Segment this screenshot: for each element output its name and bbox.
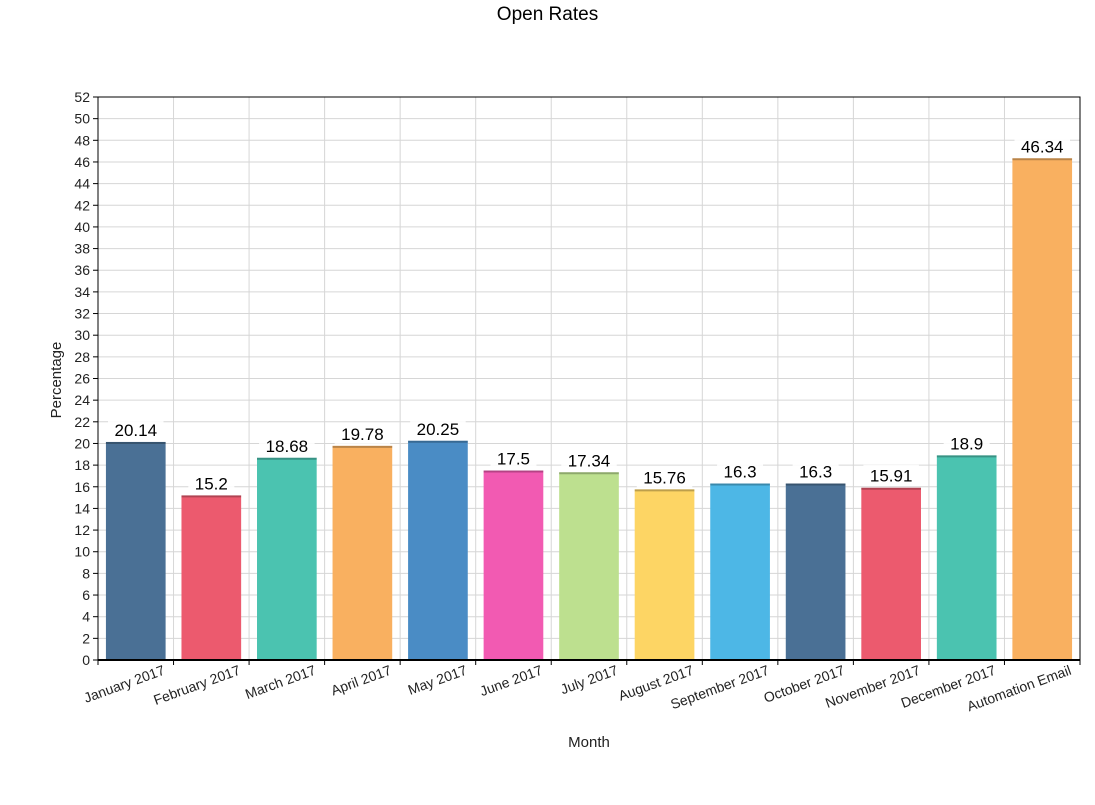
y-tick-label: 42 xyxy=(74,197,90,213)
bar xyxy=(332,445,393,660)
y-tick-label: 12 xyxy=(74,522,90,538)
y-tick-label: 10 xyxy=(74,544,90,560)
data-label-bg xyxy=(636,466,693,488)
chart-title: Open Rates xyxy=(496,4,599,25)
x-tick-label: May 2017 xyxy=(406,662,469,698)
x-tick-label: February 2017 xyxy=(151,662,242,708)
bar xyxy=(257,457,317,660)
bar xyxy=(483,470,544,660)
data-labels: 20.14 15.2 18.68 19.78 20.25 17.5 17.34 15.76 16… xyxy=(108,135,1070,494)
y-tick-label: 28 xyxy=(74,349,90,365)
y-tick-label: 14 xyxy=(74,500,90,516)
bar xyxy=(408,440,468,660)
data-label-bg xyxy=(863,464,919,486)
x-tick-label: July 2017 xyxy=(558,662,620,698)
x-tick-label: April 2017 xyxy=(329,662,394,699)
data-label: 15.91 xyxy=(870,467,913,486)
data-label-bg xyxy=(1014,135,1070,157)
y-tick-label: 0 xyxy=(82,652,90,668)
y-tick-label: 48 xyxy=(74,132,90,148)
bar xyxy=(785,483,846,660)
data-label: 20.14 xyxy=(114,421,157,440)
y-tick-label: 40 xyxy=(74,219,90,235)
y-tick-labels: 0246810121416182022242628303234363840424… xyxy=(74,89,90,668)
y-tick-label: 38 xyxy=(74,241,90,257)
axes xyxy=(93,96,1081,665)
data-label-bg xyxy=(188,472,235,494)
y-tick-label: 36 xyxy=(74,262,90,278)
y-tick-label: 18 xyxy=(74,457,90,473)
y-tick-label: 26 xyxy=(74,371,90,387)
y-tick-label: 30 xyxy=(74,327,90,343)
y-tick-label: 8 xyxy=(82,565,90,581)
data-label-bg xyxy=(561,449,617,471)
data-label: 18.68 xyxy=(266,437,309,456)
y-tick-label: 32 xyxy=(74,306,90,322)
data-label: 18.9 xyxy=(950,434,983,453)
y-tick-label: 4 xyxy=(82,609,90,625)
data-label: 15.2 xyxy=(195,474,228,493)
data-label: 15.76 xyxy=(643,468,686,487)
bar xyxy=(105,441,166,660)
data-label: 16.3 xyxy=(799,463,832,482)
y-tick-label: 20 xyxy=(74,435,90,451)
bar xyxy=(634,489,695,660)
bar xyxy=(1012,158,1073,660)
data-label: 20.25 xyxy=(417,420,460,439)
bar xyxy=(710,483,770,660)
y-axis-title: Percentage xyxy=(48,342,65,419)
y-tick-label: 22 xyxy=(74,414,90,430)
x-tick-label: March 2017 xyxy=(243,662,318,702)
data-label: 19.78 xyxy=(341,425,384,444)
data-label-bg xyxy=(792,460,839,482)
x-tick-label: June 2017 xyxy=(478,662,545,699)
data-label-bg xyxy=(259,434,315,456)
data-label: 17.34 xyxy=(568,451,611,470)
bar xyxy=(181,495,242,660)
bar xyxy=(936,455,997,660)
data-label-bg xyxy=(717,460,764,482)
data-label-bg xyxy=(490,447,537,469)
y-tick-label: 6 xyxy=(82,587,90,603)
bar xyxy=(559,472,619,660)
data-label-bg xyxy=(410,417,466,439)
y-tick-label: 16 xyxy=(74,479,90,495)
data-label-bg xyxy=(943,432,990,454)
y-tick-label: 52 xyxy=(74,89,90,105)
data-label: 46.34 xyxy=(1021,137,1064,156)
x-axis-title: Month xyxy=(568,734,610,751)
y-tick-label: 46 xyxy=(74,154,90,170)
bar xyxy=(861,487,921,660)
y-tick-label: 24 xyxy=(74,392,90,408)
y-tick-label: 50 xyxy=(74,111,90,127)
data-label: 17.5 xyxy=(497,450,530,469)
data-label-bg xyxy=(108,418,164,440)
data-label: 16.3 xyxy=(724,463,757,482)
y-tick-label: 44 xyxy=(74,176,90,192)
y-tick-label: 34 xyxy=(74,284,90,300)
bars xyxy=(105,158,1073,660)
data-label-bg xyxy=(334,422,391,444)
y-tick-label: 2 xyxy=(82,630,90,646)
